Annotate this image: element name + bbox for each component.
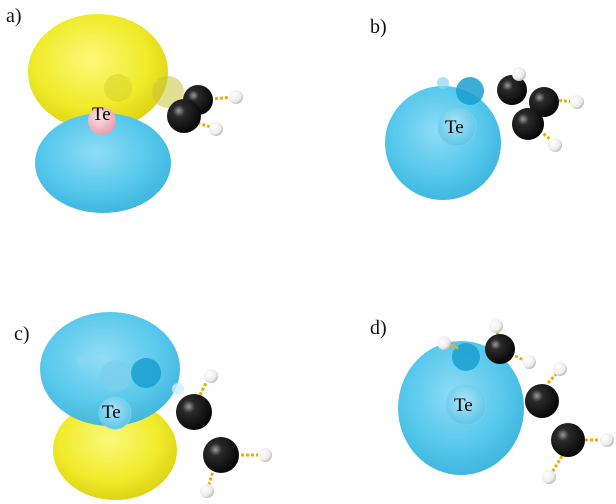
- panel-c: c) Te: [14, 312, 272, 500]
- carbon-atom: [551, 423, 585, 457]
- panel-d: d) Te: [370, 317, 614, 484]
- ghost-atom: [172, 383, 184, 395]
- hydrogen-atom: [209, 122, 223, 136]
- ghost-atom: [152, 76, 184, 108]
- te-atom: [445, 384, 487, 426]
- panel-a: a) Te: [6, 5, 243, 213]
- negative-lobe: [35, 113, 171, 213]
- bond: [549, 455, 564, 475]
- ghost-atom: [437, 77, 449, 89]
- te-label-b: Te: [445, 117, 464, 138]
- te-atom: [437, 107, 477, 147]
- carbon-atom: [497, 75, 527, 105]
- hydrogen-atom: [200, 484, 214, 498]
- ghost-atom: [100, 360, 132, 392]
- hydrogen-atom: [204, 369, 218, 383]
- hydrogen-atom: [437, 336, 451, 350]
- hydrogen-atom: [570, 95, 584, 109]
- te-label-d: Te: [454, 395, 473, 416]
- carbon-atom: [176, 394, 212, 430]
- panel-label-b: b): [370, 16, 387, 38]
- positive-lobe: [28, 14, 168, 130]
- positive-lobe: [53, 400, 177, 500]
- carbon-atom: [167, 99, 201, 133]
- hydrogen-atom: [229, 90, 243, 104]
- panel-label-a: a): [6, 5, 22, 27]
- te-atom: [98, 396, 132, 430]
- ghost-atom: [77, 356, 89, 368]
- hydrogen-atom: [553, 362, 567, 376]
- panel-label-d: d): [370, 317, 387, 339]
- hydrogen-atom: [548, 138, 562, 152]
- ghost-atom: [131, 358, 161, 388]
- hydrogen-atom: [542, 470, 556, 484]
- carbon-atom: [485, 334, 515, 364]
- te-label-c: Te: [102, 402, 121, 423]
- ghost-atom: [456, 77, 484, 105]
- carbon-atom: [529, 87, 559, 117]
- bond: [553, 98, 577, 104]
- hydrogen-atom: [600, 433, 614, 447]
- ghost-atom: [452, 343, 480, 371]
- panel-b: b) Te: [370, 16, 584, 200]
- carbon-atom: [525, 384, 559, 418]
- bond: [450, 343, 461, 351]
- carbon-atom: [512, 108, 544, 140]
- panel-label-c: c): [14, 323, 30, 345]
- te-label-a: Te: [92, 104, 111, 125]
- ghost-atom: [104, 74, 132, 102]
- negative-lobe: [385, 86, 501, 200]
- hydrogen-atom: [258, 448, 272, 462]
- hydrogen-atom: [512, 67, 526, 81]
- bond: [535, 125, 554, 144]
- carbon-atom: [203, 437, 239, 473]
- hydrogen-atom: [522, 355, 536, 369]
- hydrogen-atom: [489, 319, 503, 333]
- te-atom: [88, 107, 116, 135]
